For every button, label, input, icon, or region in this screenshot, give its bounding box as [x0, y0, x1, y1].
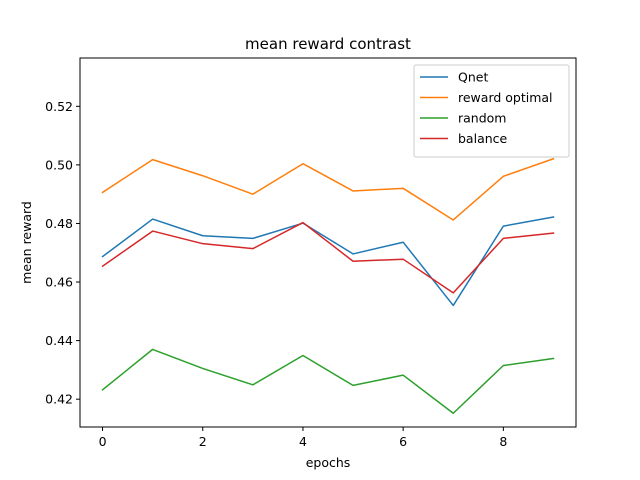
- y-tick-label: 0.52: [45, 99, 73, 114]
- legend-label: reward optimal: [458, 90, 553, 105]
- series-line-random: [101, 348, 555, 414]
- x-tick-label: 4: [299, 434, 307, 449]
- x-axis-label: epochs: [306, 455, 351, 470]
- series-line-balance: [101, 221, 555, 294]
- legend-label: Qnet: [458, 70, 488, 85]
- y-tick-label: 0.50: [45, 157, 73, 172]
- y-axis-label: mean reward: [19, 201, 34, 284]
- legend-box: [413, 64, 570, 158]
- plot-frame: [79, 57, 577, 428]
- x-tick-label: 6: [399, 434, 407, 449]
- y-tick-label: 0.46: [45, 275, 73, 290]
- x-tick-label: 8: [499, 434, 507, 449]
- x-tick-label: 0: [99, 434, 107, 449]
- x-axis: 0 2 4 6 8: [99, 427, 507, 449]
- legend-label: balance: [458, 131, 508, 146]
- plot-area: [101, 157, 555, 414]
- series-line-reward-optimal: [101, 157, 555, 221]
- y-tick-label: 0.48: [45, 216, 73, 231]
- chart-title: mean reward contrast: [245, 35, 411, 53]
- y-axis: 0.42 0.44 0.46 0.48 0.50 0.52: [45, 99, 80, 407]
- y-tick-label: 0.44: [45, 333, 73, 348]
- x-tick-label: 2: [199, 434, 207, 449]
- legend-label: random: [458, 111, 506, 126]
- legend: Qnet reward optimal random balance: [413, 64, 570, 158]
- y-tick-label: 0.42: [45, 392, 73, 407]
